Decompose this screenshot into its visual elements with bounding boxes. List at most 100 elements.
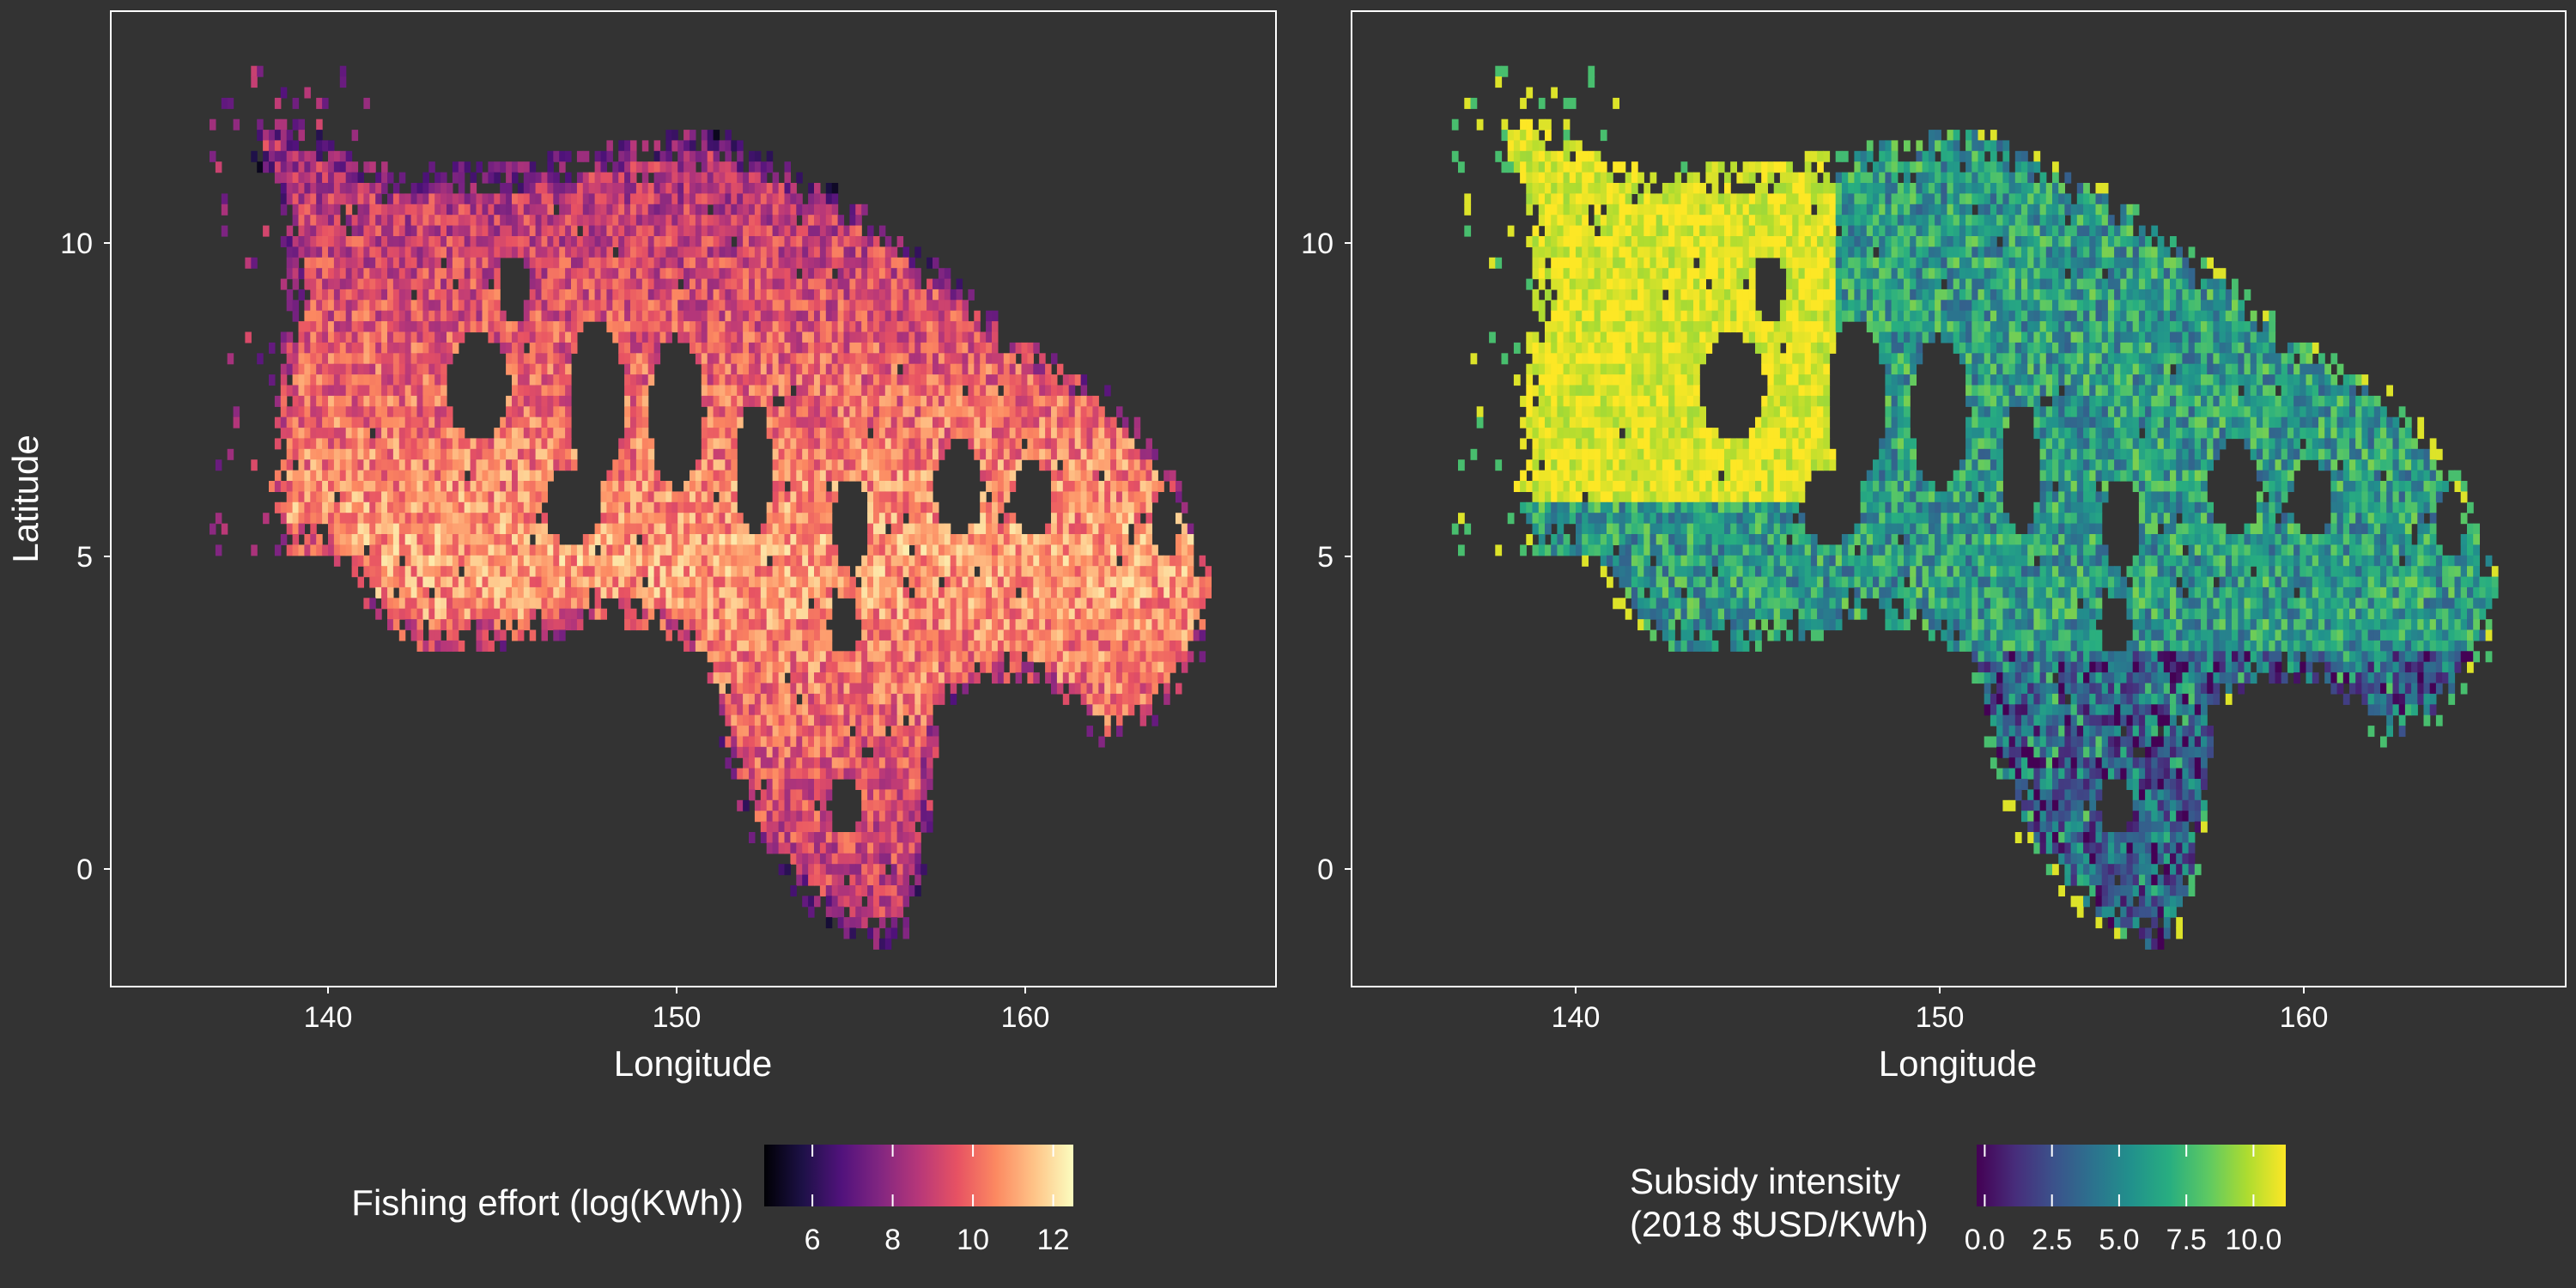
heatmap-cell [1015,448,1023,460]
heatmap-cell [458,598,465,610]
heatmap-cell [890,448,898,460]
heatmap-cell [529,268,537,280]
heatmap-cell [428,395,435,407]
heatmap-cell [398,204,406,216]
heatmap-cell [737,555,744,567]
heatmap-cell [375,544,382,556]
heatmap-cell [328,470,335,482]
heatmap-cell [529,342,537,354]
heatmap-cell [1033,555,1040,567]
heatmap-cell [784,193,791,205]
heatmap-cell [962,406,969,418]
heatmap-cell [523,501,531,513]
heatmap-cell [286,470,294,482]
heatmap-cell [428,598,435,610]
heatmap-cell [992,491,999,503]
heatmap-cell [665,534,672,545]
heatmap-cell [381,406,388,418]
heatmap-cell [737,204,744,216]
heatmap-cell [1015,598,1023,610]
heatmap-cell [594,246,602,258]
heatmap-cell [410,225,418,237]
heatmap-cell [796,459,803,471]
heatmap-cell [831,225,839,237]
heatmap-cell [600,150,607,162]
heatmap-cell [470,586,477,598]
heatmap-cell [422,363,429,375]
heatmap-cell [458,204,465,216]
heatmap-cell [304,448,311,460]
heatmap-cell [398,481,406,492]
heatmap-cell [630,289,637,301]
heatmap-cell [398,598,406,610]
heatmap-cell [713,428,720,440]
heatmap-cell [867,491,874,503]
heatmap-cell [855,300,862,312]
heatmap-cell [1110,608,1117,620]
heatmap-cell [434,459,441,471]
heatmap-cell [517,416,525,428]
heatmap-cell [772,236,780,247]
heatmap-cell [1104,555,1111,567]
heatmap-cell [304,534,311,545]
heatmap-cell [1056,416,1064,428]
heatmap-cell [927,278,933,290]
heatmap-cell [452,598,459,610]
heatmap-cell [707,470,714,482]
heatmap-cell [387,278,394,290]
heatmap-cell [831,257,839,269]
heatmap-cell [890,416,898,428]
heatmap-cell [576,321,584,333]
heatmap-cell [506,342,513,354]
heatmap-cell [434,183,441,194]
heatmap-cell [992,619,999,631]
heatmap-cell [464,523,471,535]
heatmap-cell [713,321,720,333]
heatmap-cell [1027,544,1034,556]
heatmap-cell [547,246,554,258]
heatmap-cell [310,534,317,545]
heatmap-cell [725,236,732,247]
heatmap-cell [802,470,809,482]
heatmap-cell [784,204,791,216]
heatmap-cell [375,374,382,386]
heatmap-cell [482,470,489,482]
heatmap-cell [600,236,607,247]
heatmap-cell [713,300,720,312]
heatmap-cell [1021,448,1028,460]
heatmap-cell [547,331,554,343]
heatmap-cell [398,289,406,301]
heatmap-cell [707,598,714,610]
heatmap-cell [749,555,756,567]
heatmap-cell [1027,406,1034,418]
heatmap-cell [647,470,655,482]
heatmap-cell [1080,566,1088,578]
heatmap-cell [404,448,412,460]
heatmap-cell [506,321,513,333]
heatmap-cell [1098,586,1105,598]
heatmap-cell [375,416,382,428]
heatmap-cell [1009,416,1017,428]
heatmap-cell [482,438,489,450]
heatmap-cell [743,523,750,535]
heatmap-cell [986,481,993,492]
heatmap-cell [796,619,803,631]
heatmap-cell [594,193,602,205]
heatmap-cell [873,310,880,322]
heatmap-cell [488,576,495,588]
heatmap-cell [624,534,631,545]
heatmap-cell [968,586,975,598]
heatmap-cell [1056,534,1064,545]
heatmap-cell [849,416,856,428]
heatmap-cell [701,374,708,386]
heatmap-cell [933,353,939,365]
heatmap-cell [914,363,921,375]
heatmap-cell [547,619,554,631]
heatmap-cell [944,353,951,365]
heatmap-cell [927,428,933,440]
heatmap-cell [304,470,311,482]
heatmap-cell [316,289,323,301]
heatmap-cell [1086,619,1093,631]
heatmap-cell [890,491,898,503]
heatmap-cell [713,619,720,631]
